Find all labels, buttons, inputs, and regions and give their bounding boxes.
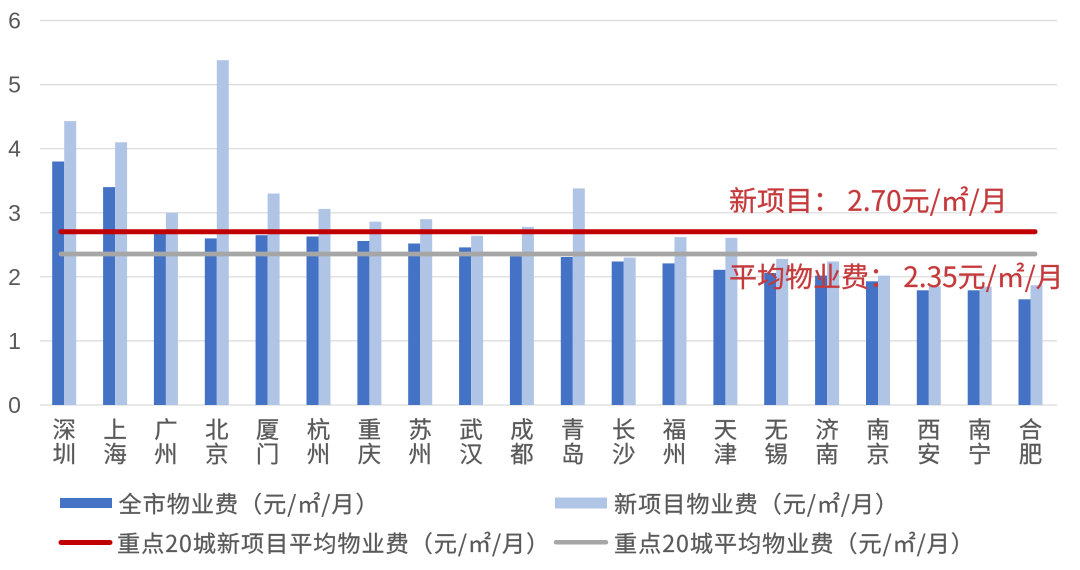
svg-text:0: 0 — [8, 392, 21, 418]
svg-text:6: 6 — [8, 8, 21, 34]
svg-text:1: 1 — [8, 328, 21, 354]
svg-text:5: 5 — [8, 72, 21, 98]
svg-text:2: 2 — [8, 264, 21, 290]
svg-text:3: 3 — [8, 200, 21, 226]
svg-text:4: 4 — [8, 136, 21, 162]
